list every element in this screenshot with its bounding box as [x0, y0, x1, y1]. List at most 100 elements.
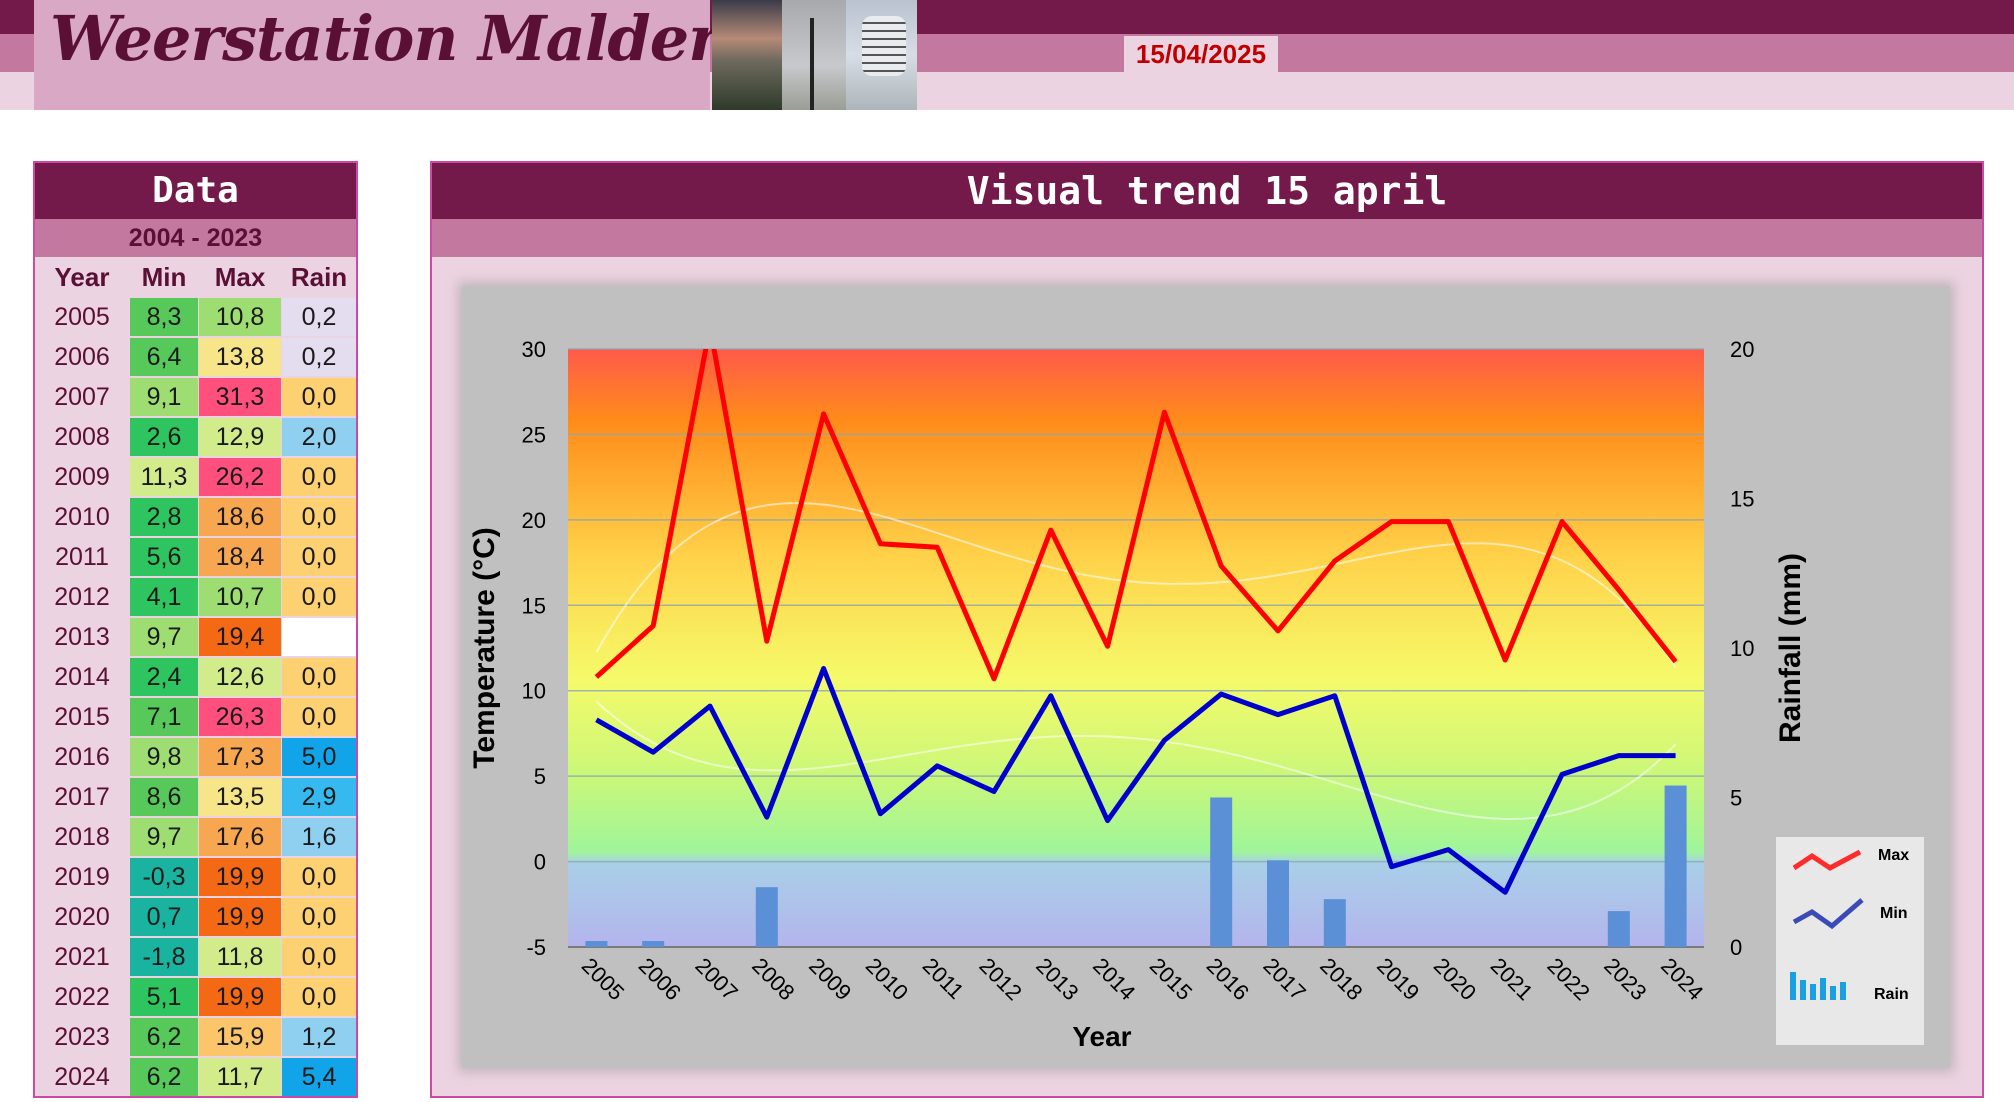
- current-date: 15/04/2025: [1124, 36, 1278, 72]
- year-cell: 2016: [54, 743, 110, 771]
- legend-max-label: Max: [1878, 847, 1909, 864]
- legend-box: [1776, 837, 1924, 1045]
- table-row: 2006 6,4 13,8 0,2: [35, 337, 356, 377]
- min-cell: 11,3: [130, 458, 198, 496]
- table-row: 2016 9,8 17,3 5,0: [35, 737, 356, 777]
- y2-tick-label: 5: [1730, 786, 1742, 811]
- max-cell: 19,9: [199, 898, 281, 936]
- legend-rain-swatch: [1790, 972, 1846, 1000]
- max-cell: 13,5: [199, 778, 281, 816]
- rain-cell: 0,0: [282, 938, 356, 976]
- rain-bar: [1664, 785, 1687, 947]
- year-cell: 2017: [54, 783, 110, 811]
- min-cell: -1,8: [130, 938, 198, 976]
- rain-bar: [755, 887, 778, 947]
- legend-min-label: Min: [1880, 905, 1908, 922]
- table-row: 2008 2,6 12,9 2,0: [35, 417, 356, 457]
- rain-cell: 0,2: [282, 338, 356, 376]
- min-cell: 9,7: [130, 818, 198, 856]
- year-cell: 2006: [54, 343, 110, 371]
- max-cell: 17,3: [199, 738, 281, 776]
- column-header-min: Min: [141, 262, 187, 292]
- y-tick-label: -5: [526, 935, 546, 960]
- y2-axis-ticks: 20 15 10 5 0: [1730, 337, 1754, 960]
- rain-cell: 5,0: [282, 738, 356, 776]
- year-cell: 2009: [54, 463, 110, 491]
- rain-cell: 1,6: [282, 818, 356, 856]
- rain-cell: 0,0: [282, 858, 356, 896]
- legend-max-swatch: [1792, 849, 1862, 871]
- site-title: Weerstation Malderen: [50, 2, 803, 75]
- mast-pole-shape: [810, 18, 814, 110]
- rain-cell: 0,0: [282, 378, 356, 416]
- y-axis-ticks: 30 25 20 15 10 5 0 -5: [522, 337, 546, 960]
- y2-tick-label: 20: [1730, 337, 1754, 362]
- min-cell: 8,3: [130, 298, 198, 336]
- table-row: 2013 9,7 19,4: [35, 617, 356, 657]
- y2-tick-label: 15: [1730, 487, 1754, 512]
- max-cell: 18,4: [199, 538, 281, 576]
- chart-title: Visual trend 15 april: [432, 163, 1982, 219]
- table-row: 2015 7,1 26,3 0,0: [35, 697, 356, 737]
- rain-cell: 2,9: [282, 778, 356, 816]
- rain-cell: 0,0: [282, 658, 356, 696]
- year-cell: 2008: [54, 423, 110, 451]
- rain-cell: 0,0: [282, 978, 356, 1016]
- trendline: [595, 502, 1677, 668]
- max-cell: 17,6: [199, 818, 281, 856]
- trendline: [595, 700, 1677, 821]
- rain-cell: 0,0: [282, 898, 356, 936]
- year-cell: 2014: [54, 663, 110, 691]
- rain-cell: 2,0: [282, 418, 356, 456]
- y-tick-label: 25: [522, 422, 546, 447]
- table-row: 2018 9,7 17,6 1,6: [35, 817, 356, 857]
- table-row: 2022 5,1 19,9 0,0: [35, 977, 356, 1017]
- max-cell: 12,9: [199, 418, 281, 456]
- year-cell: 2010: [54, 503, 110, 531]
- column-header-max: Max: [214, 262, 266, 292]
- table-row: 2023 6,2 15,9 1,2: [35, 1017, 356, 1057]
- rain-cell: 1,2: [282, 1018, 356, 1056]
- min-cell: 2,6: [130, 418, 198, 456]
- min-cell: 9,7: [130, 618, 198, 656]
- y2-tick-label: 0: [1730, 935, 1742, 960]
- min-cell: 5,6: [130, 538, 198, 576]
- rain-cell: 0,2: [282, 298, 356, 336]
- column-header-rain: Rain: [290, 262, 348, 292]
- y-tick-label: 0: [534, 850, 546, 875]
- y2-tick-label: 10: [1730, 636, 1754, 661]
- min-cell: 6,2: [130, 1058, 198, 1096]
- min-cell: 6,4: [130, 338, 198, 376]
- data-panel: Data 2004 - 2023 Year Min Max Rain 2005 8…: [33, 161, 358, 1098]
- min-cell: 8,6: [130, 778, 198, 816]
- rain-cell: 0,0: [282, 698, 356, 736]
- table-row: 2017 8,6 13,5 2,9: [35, 777, 356, 817]
- y-tick-label: 10: [522, 679, 546, 704]
- table-row: 2014 2,4 12,6 0,0: [35, 657, 356, 697]
- year-cell: 2011: [55, 543, 109, 571]
- year-cell: 2015: [54, 703, 110, 731]
- max-cell: 26,3: [199, 698, 281, 736]
- min-cell: 7,1: [130, 698, 198, 736]
- max-cell: 10,7: [199, 578, 281, 616]
- table-row: 2019 -0,3 19,9 0,0: [35, 857, 356, 897]
- max-cell: 13,8: [199, 338, 281, 376]
- year-cell: 2005: [54, 303, 110, 331]
- max-line: [594, 349, 1678, 682]
- table-row: 2024 6,2 11,7 5,4: [35, 1057, 356, 1097]
- min-cell: 9,1: [130, 378, 198, 416]
- rain-cell: 5,4: [282, 1058, 356, 1096]
- column-header-year: Year: [54, 262, 110, 292]
- year-cell: 2022: [54, 983, 110, 1011]
- y2-axis-label: Rainfall (mm): [1774, 553, 1807, 743]
- rain-bar: [1210, 797, 1233, 947]
- y-tick-label: 5: [534, 764, 546, 789]
- max-cell: 11,7: [199, 1058, 281, 1096]
- weather-mast-photo: [782, 0, 846, 110]
- max-cell: 31,3: [199, 378, 281, 416]
- year-cell: 2024: [54, 1063, 110, 1091]
- legend: Max Min Rain: [1776, 837, 1924, 1045]
- rain-cell: 0,0: [282, 498, 356, 536]
- y-axis-label: Temperature (°C): [468, 527, 501, 768]
